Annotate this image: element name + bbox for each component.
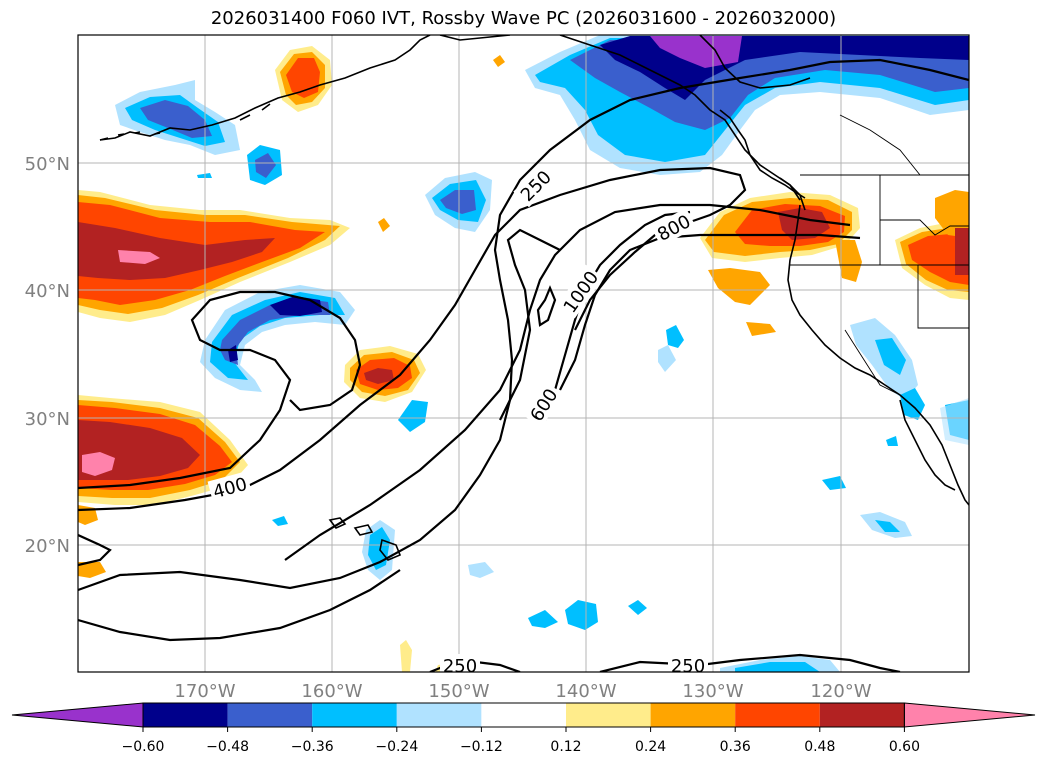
lat-label-30n: 30°N — [25, 409, 70, 430]
colorbar-swatch — [312, 703, 397, 727]
colorbar-swatch — [143, 703, 228, 727]
colorbar-swatch — [396, 703, 482, 727]
colorbar-tick-label: −0.48 — [206, 739, 249, 755]
positive-anomaly-subtropical-central — [344, 346, 426, 402]
colorbar-tick-label: −0.60 — [122, 739, 165, 755]
lat-label-40n: 40°N — [25, 281, 70, 302]
colorbar-swatch — [650, 703, 736, 727]
lat-label-20n: 20°N — [25, 536, 70, 557]
colorbar-extend-max — [903, 702, 1036, 728]
ivt-contour-labels: 250 800 1000 600 400 250 — [207, 163, 708, 677]
latitude-labels: 50°N 40°N 30°N 20°N — [25, 154, 70, 557]
lon-label-140w: 140°W — [555, 681, 616, 702]
lon-label-160w: 160°W — [301, 681, 362, 702]
negative-anomaly-us-coast — [850, 318, 969, 446]
lon-label-130w: 130°W — [682, 681, 743, 702]
lon-label-170w: 170°W — [174, 681, 235, 702]
colorbar-swatch — [819, 703, 905, 727]
map-frame — [77, 34, 970, 673]
colorbar-swatch — [735, 703, 820, 727]
colorbar-tick-label: 0.12 — [550, 739, 581, 755]
colorbar-tick-label: −0.24 — [375, 739, 418, 755]
map-plot-area: 250 800 1000 600 400 250 — [78, 35, 969, 677]
contour-label-250-south-west: 250 — [443, 656, 477, 677]
colorbar-tick-label: 0.36 — [720, 739, 751, 755]
colorbar-extend-min — [11, 702, 144, 728]
colorbar-tick-label: 0.24 — [635, 739, 666, 755]
lat-label-50n: 50°N — [25, 154, 70, 175]
negative-anomaly-gulf-of-alaska — [525, 35, 969, 175]
colorbar-tick-label: 0.48 — [804, 739, 835, 755]
lon-label-150w: 150°W — [428, 681, 489, 702]
colorbar-tick-label: −0.36 — [291, 739, 334, 755]
coastlines — [99, 35, 969, 561]
colorbar-swatch — [481, 703, 566, 727]
longitude-labels: 170°W 160°W 150°W 140°W 130°W 120°W — [174, 681, 871, 702]
negative-anomaly-specks — [197, 173, 912, 672]
gridlines — [78, 35, 969, 672]
colorbar-tick-label: 0.60 — [889, 739, 920, 755]
positive-anomaly-pacific-northwest — [700, 190, 969, 336]
map-title: 2026031400 F060 IVT, Rossby Wave PC (202… — [210, 8, 837, 29]
lon-label-120w: 120°W — [810, 681, 871, 702]
colorbar-tick-label: −0.12 — [460, 739, 503, 755]
colorbar-frame — [142, 702, 905, 728]
contour-label-250-south-east: 250 — [671, 656, 705, 677]
colorbar-swatch — [566, 703, 651, 727]
colorbar-swatch — [227, 703, 313, 727]
positive-anomaly-west-pacific — [78, 190, 350, 322]
colorbar: −0.60 −0.48 −0.36 −0.24 −0.12 0.12 0.24 0.36 0.4… — [11, 702, 1036, 755]
negative-anomaly-hook — [200, 285, 355, 392]
political-borders — [790, 114, 969, 396]
